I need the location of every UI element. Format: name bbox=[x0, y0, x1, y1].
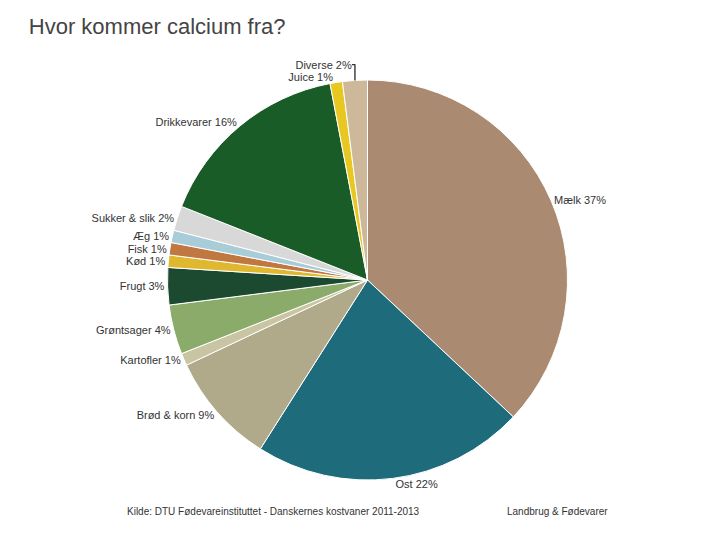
svg-text:Kartofler 1%: Kartofler 1% bbox=[120, 354, 181, 366]
svg-text:Grøntsager 4%: Grøntsager 4% bbox=[96, 324, 171, 336]
svg-text:Ost 22%: Ost 22% bbox=[396, 478, 438, 490]
svg-text:Hvor kommer calcium fra?: Hvor kommer calcium fra? bbox=[29, 14, 286, 39]
svg-text:Diverse 2%: Diverse 2% bbox=[295, 59, 351, 71]
svg-text:Juice 1%: Juice 1% bbox=[288, 71, 333, 83]
svg-text:Æg 1%: Æg 1% bbox=[133, 230, 169, 242]
svg-text:Brød & korn 9%: Brød & korn 9% bbox=[137, 409, 215, 421]
svg-text:Drikkevarer 16%: Drikkevarer 16% bbox=[155, 116, 237, 128]
svg-text:Sukker & slik 2%: Sukker & slik 2% bbox=[92, 212, 175, 224]
svg-text:Landbrug & Fødevarer: Landbrug & Fødevarer bbox=[507, 506, 608, 517]
svg-text:Kilde: DTU Fødevareinstituttet: Kilde: DTU Fødevareinstituttet - Dansker… bbox=[127, 506, 420, 517]
svg-text:Frugt 3%: Frugt 3% bbox=[120, 280, 165, 292]
svg-text:Fisk 1%: Fisk 1% bbox=[128, 243, 167, 255]
svg-text:Kød 1%: Kød 1% bbox=[126, 255, 165, 267]
svg-text:Mælk 37%: Mælk 37% bbox=[554, 194, 606, 206]
